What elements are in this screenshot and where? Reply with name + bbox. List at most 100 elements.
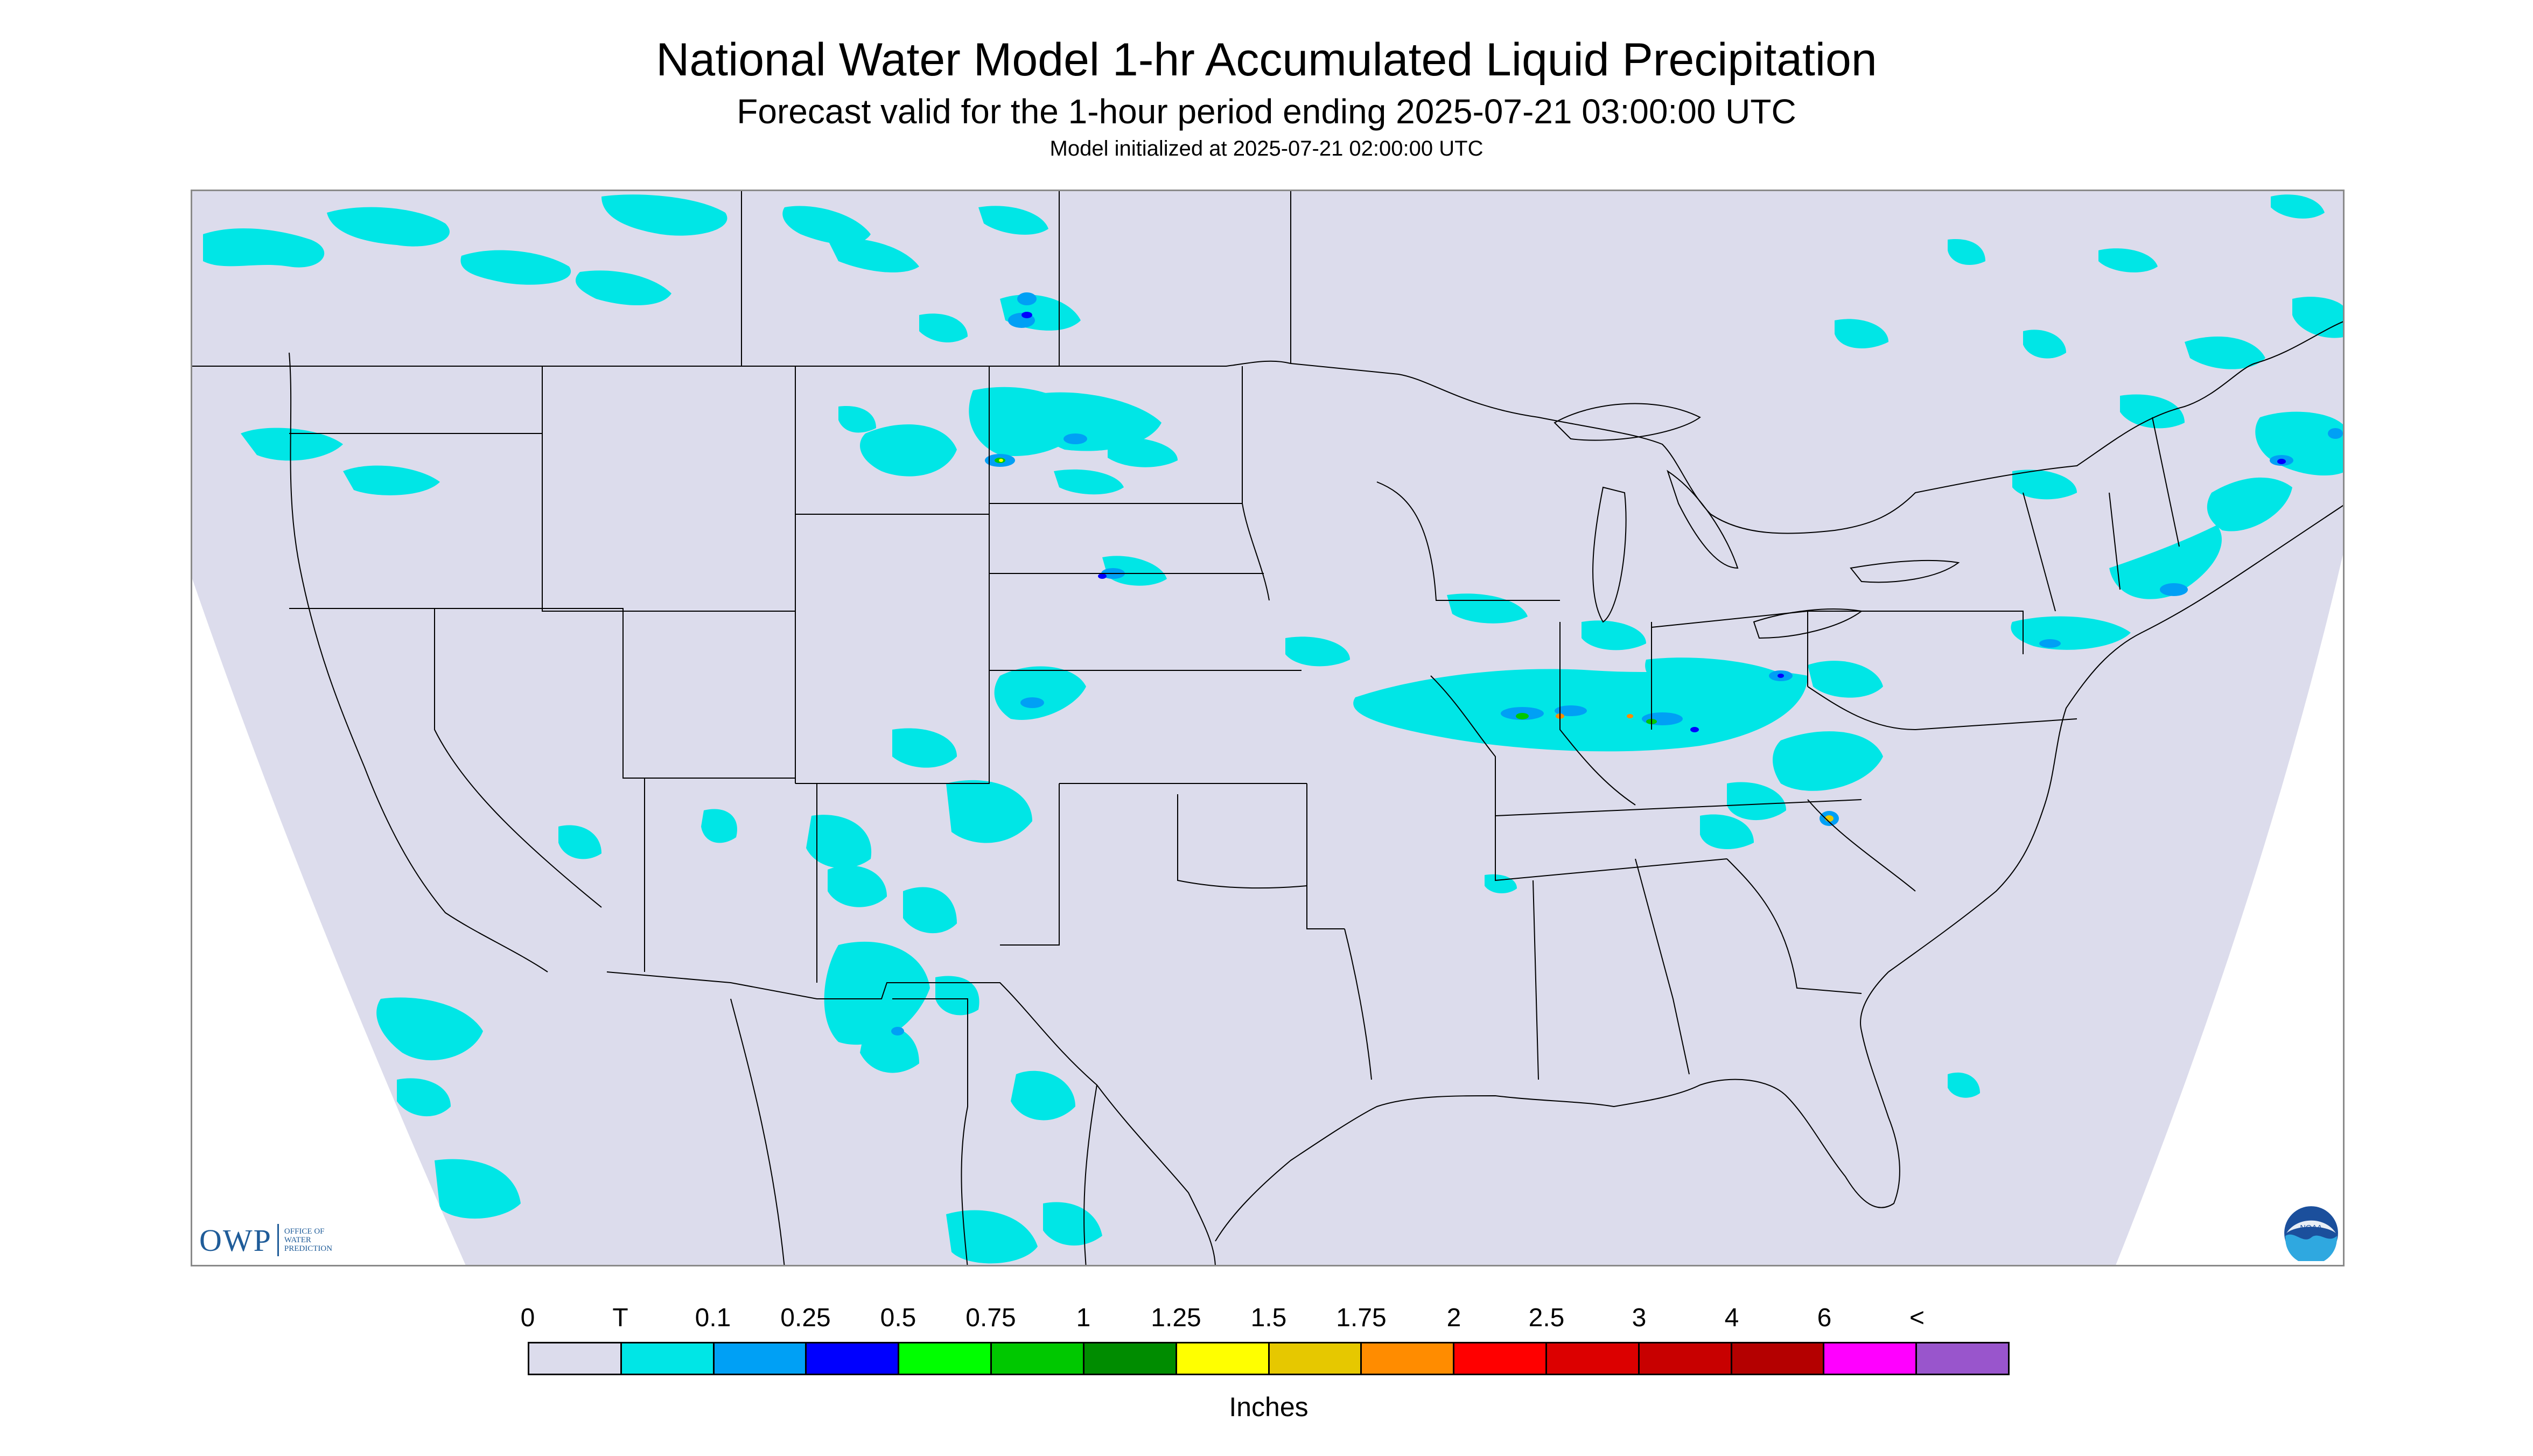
legend-color-bar xyxy=(528,1342,2010,1375)
precip-area xyxy=(460,250,571,285)
legend-label: 0.75 xyxy=(965,1304,1016,1332)
owp-logo-divider xyxy=(277,1224,279,1256)
legend-label: 0.25 xyxy=(780,1304,831,1332)
precip-area xyxy=(860,1024,919,1073)
state-line xyxy=(1000,783,1060,946)
model-domain xyxy=(192,191,2343,1265)
great-lakes xyxy=(1592,486,1627,623)
legend-swatch xyxy=(992,1343,1084,1374)
gulf-coast xyxy=(1215,971,1900,1242)
precip-area xyxy=(860,424,957,477)
precip-area xyxy=(828,865,887,907)
legend-label: 1.5 xyxy=(1250,1304,1287,1332)
legend-label: 3 xyxy=(1632,1304,1647,1332)
precip-area xyxy=(435,1159,521,1219)
precip-area xyxy=(1108,437,1178,467)
state-line xyxy=(1533,880,1539,1080)
precip-area xyxy=(946,1210,1038,1264)
state-line xyxy=(1306,783,1345,929)
model-init-line: Model initialized at 2025-07-21 02:00:00… xyxy=(1049,137,1484,160)
legend-swatch xyxy=(899,1343,992,1374)
precip-cell xyxy=(891,1027,904,1035)
precip-area xyxy=(946,780,1032,843)
legend-swatch xyxy=(1732,1343,1825,1374)
precip-cell xyxy=(1017,292,1037,305)
precip-area xyxy=(701,809,737,843)
precip-area xyxy=(1054,469,1124,495)
state-line xyxy=(1807,686,2077,731)
legend-label: 1.75 xyxy=(1336,1304,1387,1332)
precip-area xyxy=(2109,525,2222,599)
us-mexico-border xyxy=(606,971,1216,1265)
state-line xyxy=(434,608,602,908)
state-line xyxy=(1495,799,1862,816)
precip-area xyxy=(327,207,450,247)
legend-swatch xyxy=(714,1343,807,1374)
precip-area xyxy=(1948,239,1985,265)
legend-label: 1.25 xyxy=(1151,1304,1201,1332)
precip-area xyxy=(1011,1070,1075,1121)
precip-cell xyxy=(2039,639,2061,648)
precip-cell xyxy=(1021,312,1032,318)
owp-logo-subtext: Office of Water Prediction xyxy=(284,1227,333,1253)
precip-area xyxy=(1026,392,1161,451)
map-subtitle: Forecast valid for the 1-hour period end… xyxy=(737,92,1796,131)
state-line xyxy=(1808,611,2024,654)
great-lakes xyxy=(1753,608,1863,639)
legend-swatch xyxy=(1269,1343,1362,1374)
state-line xyxy=(2152,417,2180,547)
state-line xyxy=(1807,799,1916,892)
precip-cell xyxy=(1063,433,1087,444)
legend-labels: 0 T 0.1 0.25 0.5 0.75 1 1.25 1.5 1.75 2 2.5 3 4 6 < xyxy=(521,1303,2010,1335)
precip-area xyxy=(978,206,1048,235)
precip-area xyxy=(2185,337,2265,369)
state-line xyxy=(1177,794,1307,889)
legend-swatch xyxy=(621,1343,715,1374)
precip-area xyxy=(919,313,968,342)
map-title: National Water Model 1-hr Accumulated Li… xyxy=(656,34,1877,86)
legend-label: 2 xyxy=(1446,1304,1461,1332)
mexico-state-line xyxy=(892,998,968,1265)
precip-area xyxy=(1447,593,1528,624)
precip-area xyxy=(892,728,957,768)
legend-swatch xyxy=(1917,1343,2008,1374)
state-line xyxy=(1726,858,1862,994)
precip-cell xyxy=(1516,713,1529,719)
owp-logo-text: OWP xyxy=(199,1222,272,1258)
precip-area xyxy=(1808,661,1883,698)
state-line xyxy=(1559,622,1636,806)
state-line xyxy=(2109,492,2121,590)
precip-area xyxy=(828,238,919,272)
outside-domain-left xyxy=(192,579,466,1265)
legend-swatch xyxy=(529,1343,622,1374)
precip-area xyxy=(2012,470,2077,500)
precip-area xyxy=(994,666,1086,720)
us-canada-border xyxy=(192,321,2343,534)
state-line xyxy=(289,608,795,779)
legend-label: < xyxy=(1909,1304,1925,1332)
precip-cell xyxy=(1778,674,1784,678)
legend-label: 1 xyxy=(1076,1304,1091,1332)
precip-area xyxy=(806,815,872,869)
legend-label: 0.5 xyxy=(880,1304,916,1332)
state-line xyxy=(1344,928,1372,1080)
state-line xyxy=(1242,366,1270,601)
great-lakes xyxy=(1554,403,1701,441)
state-line xyxy=(1430,675,1727,881)
legend-swatch xyxy=(1639,1343,1732,1374)
precip-area xyxy=(1773,731,1883,791)
precip-trace-areas xyxy=(203,194,2343,1264)
precip-area xyxy=(376,997,483,1061)
legend-swatch xyxy=(1824,1343,1918,1374)
state-line xyxy=(1376,481,1560,601)
legend-label: 0.1 xyxy=(695,1304,731,1332)
noaa-logo-text: NOAA xyxy=(2300,1224,2322,1233)
color-legend: 0 T 0.1 0.25 0.5 0.75 1 1.25 1.5 1.75 2 2.5 3 4 6 < Inc… xyxy=(521,1303,2010,1423)
precip-cell xyxy=(2160,583,2188,596)
noaa-logo-icon: NOAA xyxy=(2284,1206,2338,1261)
state-line xyxy=(2023,492,2056,612)
precip-area xyxy=(1043,1202,1102,1246)
legend-label: 6 xyxy=(1817,1304,1832,1332)
mexico-state-line xyxy=(730,998,785,1265)
outside-domain-right xyxy=(2116,555,2343,1265)
